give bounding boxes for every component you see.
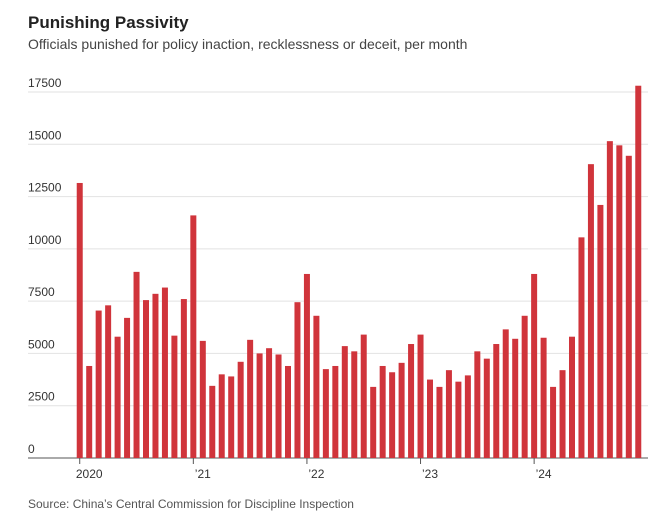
y-tick-label: 15000	[28, 128, 62, 142]
chart-title: Punishing Passivity	[28, 13, 189, 32]
y-tick-label: 7500	[28, 285, 55, 299]
bar	[322, 369, 329, 458]
bar	[247, 339, 254, 458]
x-tick-label: ’21	[195, 467, 211, 481]
bar	[294, 302, 301, 458]
bar	[389, 372, 396, 458]
bar	[133, 271, 140, 458]
bar	[493, 344, 500, 458]
y-tick-label: 17500	[28, 76, 62, 90]
bar	[379, 365, 386, 458]
x-tick-label: 2020	[76, 467, 103, 481]
bar	[303, 273, 310, 458]
y-tick-label: 10000	[28, 233, 62, 247]
y-tick-label: 2500	[28, 390, 55, 404]
bar	[237, 361, 244, 458]
bar	[417, 334, 424, 458]
bar	[606, 141, 613, 459]
bar	[464, 375, 471, 458]
bar	[408, 344, 415, 458]
bar	[332, 365, 339, 458]
bar	[209, 385, 216, 458]
bar	[436, 386, 443, 458]
x-tick-label: ’22	[308, 467, 324, 481]
bar	[256, 353, 263, 458]
bar	[275, 354, 282, 458]
bar	[199, 340, 206, 458]
x-tick-label: ’23	[422, 467, 438, 481]
bar	[313, 315, 320, 458]
bar	[531, 273, 538, 458]
bar	[124, 317, 131, 458]
chart-subtitle: Officials punished for policy inaction, …	[28, 36, 467, 52]
y-tick-label: 0	[28, 442, 35, 456]
bar	[370, 386, 377, 458]
bar	[427, 379, 433, 458]
bar	[228, 376, 235, 458]
bar	[540, 337, 547, 458]
bar	[569, 336, 575, 458]
bar	[95, 310, 102, 458]
bar	[521, 315, 528, 458]
bar	[559, 370, 566, 458]
bar	[512, 338, 519, 458]
bar	[474, 351, 481, 458]
bar	[341, 346, 348, 458]
bar	[114, 336, 121, 458]
bar	[625, 155, 632, 458]
bar	[105, 305, 112, 458]
bar	[86, 365, 93, 458]
bar	[190, 215, 197, 458]
bar	[635, 85, 642, 459]
bar	[161, 287, 168, 458]
x-tick-label: ’24	[536, 467, 552, 481]
bar	[502, 329, 509, 458]
source: Source: China’s Central Commission for D…	[28, 497, 354, 511]
bar	[616, 145, 623, 458]
y-tick-label: 5000	[28, 337, 55, 351]
bar	[218, 374, 225, 458]
bar	[285, 365, 291, 458]
bar	[171, 335, 178, 458]
bar	[578, 237, 585, 458]
bar	[266, 348, 273, 458]
bar	[550, 386, 557, 458]
bar	[483, 358, 490, 458]
bar	[76, 182, 83, 458]
bar	[587, 164, 594, 458]
y-tick-label: 12500	[28, 181, 62, 195]
bar	[597, 204, 604, 458]
bar	[180, 299, 187, 458]
bar	[143, 300, 149, 458]
bar	[445, 370, 452, 458]
bar	[152, 293, 159, 458]
bar	[455, 381, 462, 458]
bar	[360, 334, 367, 458]
bar	[351, 351, 358, 458]
bar	[398, 362, 405, 458]
